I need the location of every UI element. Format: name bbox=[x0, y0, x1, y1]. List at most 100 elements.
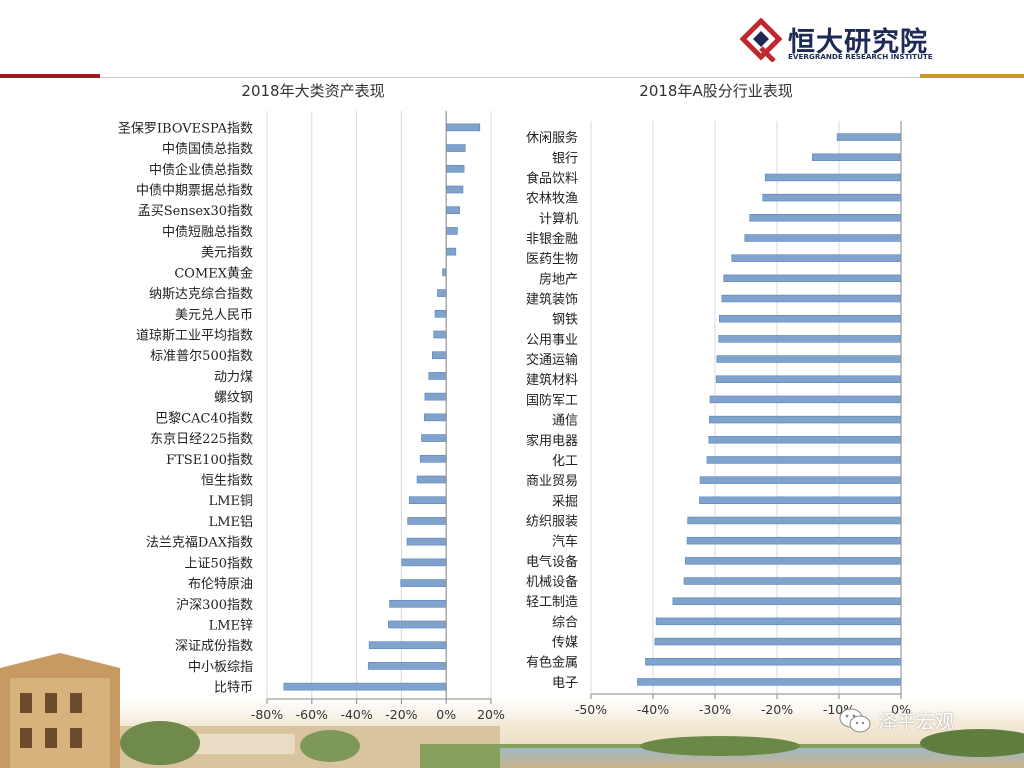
category-label: 中小板综指 bbox=[188, 660, 253, 675]
category-label: 化工 bbox=[552, 454, 578, 469]
category-label: 休闲服务 bbox=[526, 130, 578, 146]
category-label: 采掘 bbox=[552, 494, 578, 509]
category-label: FTSE100指数 bbox=[166, 453, 253, 468]
category-label: 房地产 bbox=[539, 271, 578, 287]
wechat-icon bbox=[839, 708, 871, 733]
bar bbox=[716, 355, 902, 363]
x-tick-label: -40% bbox=[340, 707, 372, 722]
chart-title: 2018年大类资产表现 bbox=[241, 82, 384, 100]
bar bbox=[719, 314, 902, 323]
category-label: 医药生物 bbox=[526, 252, 578, 267]
category-label: LME铜 bbox=[209, 494, 253, 509]
header-rule-red bbox=[0, 74, 100, 78]
x-tick-label: 0% bbox=[891, 702, 911, 717]
category-label: 东京日经225指数 bbox=[150, 432, 253, 447]
x-tick-label: -20% bbox=[761, 702, 793, 717]
brand-name-en: EVERGRANDE RESEARCH INSTITUTE bbox=[788, 52, 933, 61]
bar bbox=[672, 597, 902, 605]
category-label: 标准普尔500指数 bbox=[150, 349, 253, 364]
bar bbox=[715, 375, 902, 383]
category-label: 有色金属 bbox=[526, 655, 578, 671]
watermark-text: 泽平宏观 bbox=[878, 711, 955, 733]
category-label: 中债中期票据总指数 bbox=[136, 184, 253, 199]
category-label: 建筑材料 bbox=[526, 372, 578, 388]
category-label: 钢铁 bbox=[552, 313, 578, 328]
x-tick-label: -80% bbox=[251, 707, 283, 722]
category-label: 美元指数 bbox=[201, 246, 253, 261]
category-label: 非银金融 bbox=[526, 231, 578, 247]
bar bbox=[721, 294, 902, 303]
category-label: 轻工制造 bbox=[526, 595, 578, 610]
category-label: 上证50指数 bbox=[184, 556, 253, 571]
category-label: 通信 bbox=[552, 414, 578, 429]
bar bbox=[709, 395, 902, 404]
category-label: 电气设备 bbox=[526, 554, 578, 570]
bar bbox=[655, 617, 902, 626]
evergrande-logo-icon bbox=[740, 18, 782, 62]
chart-a-share-sectors: 2018年A股分行业表现-50% -40% -30% -20% -10% 0%休闲服务银行… bbox=[526, 82, 911, 717]
category-label: 中债企业债总指数 bbox=[149, 162, 253, 178]
bar bbox=[706, 456, 902, 464]
category-label: 巴黎CAC40指数 bbox=[155, 411, 253, 426]
bar bbox=[836, 133, 902, 141]
x-tick-label: -20% bbox=[385, 707, 417, 722]
bar bbox=[637, 678, 902, 686]
category-label: 中债短融总指数 bbox=[162, 225, 253, 240]
category-label: 建筑装饰 bbox=[526, 292, 578, 308]
x-tick-label: -50% bbox=[575, 702, 607, 717]
brand-name-cn: 恒大研究院 bbox=[788, 27, 928, 58]
category-label: 中债国债总指数 bbox=[162, 142, 253, 157]
bar bbox=[684, 557, 902, 565]
x-tick-label: -30% bbox=[699, 702, 731, 717]
category-label: 公用事业 bbox=[526, 333, 578, 348]
category-label: 传媒 bbox=[552, 636, 578, 651]
bar bbox=[654, 637, 902, 646]
category-label: 道琼斯工业平均指数 bbox=[136, 329, 253, 344]
category-label: 螺纹钢 bbox=[214, 391, 253, 406]
chart-asset-classes: 2018年大类资产表现 -80% -60% -40% -20% 0% 20% 圣保罗IBOVE… bbox=[118, 82, 505, 722]
header-rule-gold bbox=[920, 74, 1024, 78]
category-label: 孟买Sensex30指数 bbox=[138, 204, 253, 219]
category-label: 家用电器 bbox=[526, 433, 578, 449]
category-label: 比特币 bbox=[214, 681, 253, 696]
chart-title: 2018年A股分行业表现 bbox=[639, 82, 792, 100]
category-label: 动力煤 bbox=[214, 370, 253, 385]
x-tick-label: -60% bbox=[296, 707, 328, 722]
bar bbox=[699, 496, 902, 505]
header-rule-thin bbox=[100, 77, 920, 78]
bar bbox=[709, 415, 902, 424]
category-label: 深证成份指数 bbox=[175, 639, 253, 654]
bar bbox=[731, 254, 902, 262]
bar bbox=[762, 193, 902, 202]
category-label: 美元兑人民币 bbox=[175, 308, 253, 323]
bar bbox=[699, 476, 902, 484]
category-label: 交通运输 bbox=[526, 352, 578, 368]
category-label: 纳斯达克综合指数 bbox=[149, 287, 253, 302]
bar bbox=[686, 536, 902, 545]
bar bbox=[812, 153, 902, 161]
bar bbox=[744, 234, 902, 242]
bottom-landscape-image bbox=[0, 653, 1024, 768]
bar bbox=[764, 173, 902, 182]
category-label: 综合 bbox=[552, 615, 578, 630]
category-label: 圣保罗IBOVESPA指数 bbox=[118, 121, 253, 136]
category-label: 汽车 bbox=[552, 534, 578, 550]
bar bbox=[645, 658, 902, 666]
category-label: 布伦特原油 bbox=[188, 577, 253, 592]
category-label: 机械设备 bbox=[526, 574, 578, 590]
bar bbox=[723, 274, 902, 283]
category-label: 农林牧渔 bbox=[526, 192, 578, 207]
category-label: 计算机 bbox=[539, 212, 578, 227]
bar bbox=[749, 214, 902, 222]
category-label: LME锌 bbox=[209, 619, 253, 634]
category-label: 食品饮料 bbox=[526, 170, 578, 186]
x-tick-label: 20% bbox=[477, 707, 505, 722]
category-label: LME铝 bbox=[209, 515, 253, 530]
bar bbox=[718, 335, 902, 343]
x-tick-label: -40% bbox=[637, 702, 669, 717]
category-label: 电子 bbox=[552, 676, 578, 691]
bar bbox=[687, 516, 902, 525]
bar bbox=[708, 436, 902, 444]
bar bbox=[683, 577, 902, 585]
category-label: COMEX黄金 bbox=[174, 265, 253, 281]
